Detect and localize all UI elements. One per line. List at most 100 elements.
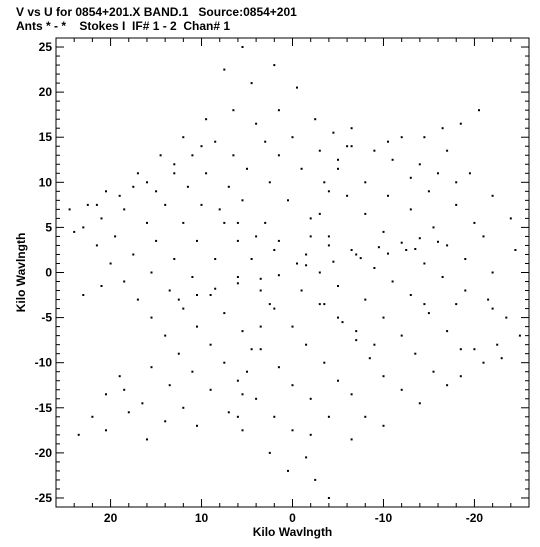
data-point (468, 172, 471, 175)
data-point (214, 258, 217, 260)
data-point (123, 388, 126, 391)
data-point (118, 194, 121, 197)
data-point (309, 397, 312, 400)
y-tick-label: 10 (39, 175, 53, 189)
data-point (68, 208, 71, 211)
data-point (478, 109, 480, 112)
data-point (441, 127, 444, 130)
data-point (287, 469, 289, 472)
data-point (123, 208, 126, 211)
data-point (200, 145, 203, 148)
data-point (77, 433, 80, 436)
x-tick-label: 20 (104, 511, 118, 525)
data-point (373, 343, 376, 346)
data-point (173, 172, 176, 175)
data-point (146, 181, 148, 184)
data-point (200, 203, 203, 206)
data-point (127, 411, 130, 414)
data-point (196, 239, 198, 242)
data-point (250, 348, 253, 351)
data-point (236, 282, 239, 285)
data-point (314, 478, 317, 481)
y-tick-label: 0 (45, 266, 52, 280)
data-point (346, 145, 349, 148)
data-point (241, 429, 244, 432)
data-point (350, 127, 353, 130)
data-point (318, 271, 321, 274)
data-point (164, 203, 167, 206)
data-point (305, 343, 308, 346)
data-point (218, 208, 221, 211)
data-point (418, 402, 421, 405)
y-tick-label: 5 (45, 220, 52, 234)
data-point (73, 230, 76, 233)
y-tick-label: 25 (39, 40, 53, 54)
data-point (268, 451, 271, 454)
ticks-layer: 20 10 0 -10 -20 25 20 15 10 5 0 -5 -10 -15 -20 -25 (35, 37, 530, 525)
data-point (364, 212, 367, 215)
data-point (114, 235, 117, 238)
data-point (400, 388, 403, 391)
data-point (136, 172, 139, 175)
data-point (318, 303, 321, 306)
data-point (264, 140, 267, 143)
data-point (223, 312, 226, 315)
data-point (423, 262, 426, 265)
data-point (296, 262, 298, 265)
data-point (241, 199, 244, 202)
data-point (332, 131, 335, 134)
data-point (405, 249, 408, 251)
data-point (159, 154, 162, 157)
data-point (241, 330, 244, 333)
data-point (350, 145, 353, 148)
data-point (277, 109, 280, 112)
x-tick-label: -20 (466, 511, 484, 525)
data-point (196, 424, 198, 427)
data-point (136, 298, 139, 301)
data-point (373, 149, 376, 152)
data-point (337, 158, 339, 161)
data-point (437, 172, 439, 175)
data-point (464, 258, 467, 260)
data-point (382, 316, 385, 319)
data-point (191, 276, 194, 278)
data-point (273, 307, 276, 310)
data-point (318, 149, 321, 152)
data-point (296, 86, 298, 89)
data-point (95, 203, 98, 206)
data-point (236, 415, 239, 418)
data-point (337, 316, 339, 319)
y-tick-label: -20 (35, 446, 53, 460)
data-point (105, 429, 107, 432)
data-point (236, 221, 239, 224)
data-point (223, 361, 226, 364)
data-point (214, 140, 217, 143)
data-point (236, 276, 239, 278)
data-point (241, 46, 244, 48)
data-point (446, 384, 449, 387)
data-point (82, 226, 85, 229)
data-point (241, 393, 244, 396)
data-point (409, 208, 412, 211)
data-point (164, 420, 167, 423)
data-point (441, 276, 444, 278)
data-point (509, 217, 512, 220)
data-point (132, 253, 135, 256)
data-point (423, 136, 426, 139)
data-point (277, 274, 280, 277)
data-point (437, 240, 439, 243)
data-point (264, 221, 267, 224)
x-axis-label: Kilo Wavlngth (253, 525, 333, 539)
data-point (432, 370, 435, 373)
data-point (191, 370, 194, 373)
data-point (291, 384, 294, 387)
y-tick-label: -10 (35, 356, 53, 370)
data-point (496, 343, 499, 346)
data-point (150, 271, 153, 274)
data-point (309, 433, 312, 436)
data-point (246, 370, 248, 373)
data-point (387, 140, 389, 143)
data-point (409, 176, 412, 179)
data-point (182, 307, 185, 310)
data-point (182, 221, 185, 224)
